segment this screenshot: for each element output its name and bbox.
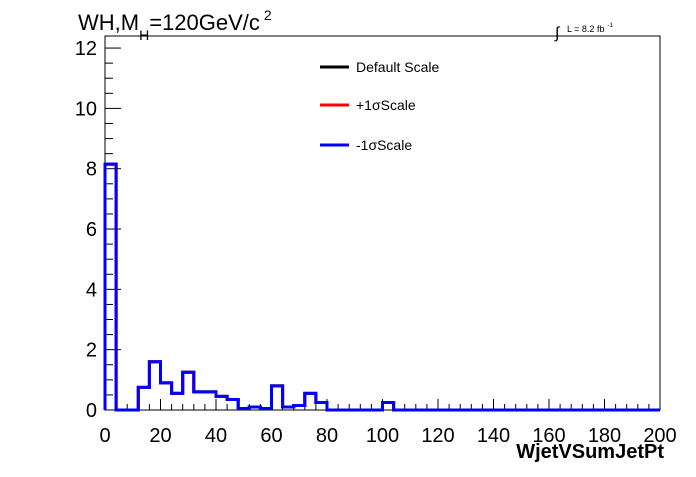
chart-title-superscript: 2 [264,7,272,23]
x-tick-label: 140 [477,425,510,447]
y-tick-label: 0 [86,400,97,422]
y-tick-label: 6 [86,219,97,241]
x-tick-label: 160 [532,425,565,447]
x-tick-label: 40 [205,425,227,447]
lumi-label: L = 8.2 fb -1 [567,23,613,34]
y-tick-label: 8 [86,159,97,181]
x-tick-label: 100 [366,425,399,447]
y-axis: 0 2 4 6 8 10 12 [75,38,121,422]
chart-title-subscript: H [139,27,149,43]
x-tick-label: 120 [421,425,454,447]
legend: Default Scale +1σScale -1σScale [320,59,439,153]
y-tick-label: 2 [86,340,97,362]
chart-title-prefix: WH,M [78,10,139,35]
series-line-3 [103,162,660,412]
chart-title-value: =120GeV/c [149,10,260,35]
y-tick-label: 4 [86,279,97,301]
legend-label-3: -1σScale [356,137,412,153]
lumi-superscript: -1 [607,23,613,29]
x-axis-title: WjetVSumJetPt [516,441,664,463]
x-tick-label: 80 [316,425,338,447]
x-tick-label: 0 [99,425,110,447]
plot-frame [104,35,661,411]
chart-title: WH,MH=120GeV/c 2 [78,7,272,43]
x-tick-label: 20 [149,425,171,447]
legend-label-2: +1σScale [356,97,416,113]
x-tick-label: 200 [643,425,676,447]
histogram-series [103,162,660,412]
x-tick-label: 60 [260,425,282,447]
x-tick-label: 180 [588,425,621,447]
lumi-integral-symbol: ∫ [554,25,561,42]
y-tick-label: 10 [75,98,97,120]
lumi-text: L = 8.2 fb [567,24,604,34]
y-tick-label: 12 [75,38,97,60]
legend-label-1: Default Scale [356,59,439,75]
x-axis: 0 20 40 60 80 100 120 140 160 180 200 [99,399,677,447]
